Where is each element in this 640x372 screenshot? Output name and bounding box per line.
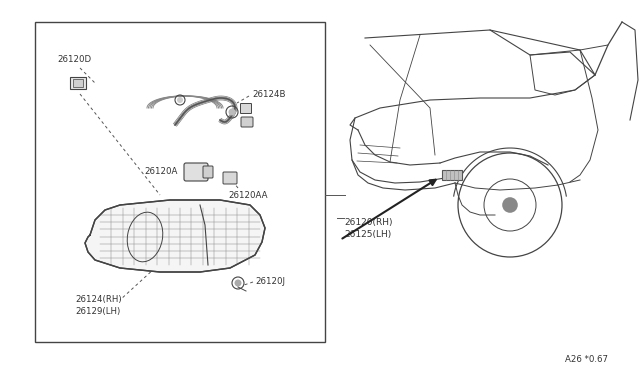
- Bar: [35, 22, 325, 342]
- Polygon shape: [85, 200, 265, 272]
- Text: A26 *0.67: A26 *0.67: [565, 355, 608, 364]
- FancyBboxPatch shape: [241, 117, 253, 127]
- Circle shape: [228, 109, 236, 115]
- FancyBboxPatch shape: [73, 79, 83, 87]
- Text: 26120J: 26120J: [255, 277, 285, 286]
- FancyBboxPatch shape: [442, 170, 462, 180]
- Circle shape: [234, 279, 241, 286]
- Text: 26124(RH): 26124(RH): [75, 295, 122, 304]
- FancyBboxPatch shape: [70, 77, 86, 89]
- FancyBboxPatch shape: [184, 163, 208, 181]
- Text: 26125(LH): 26125(LH): [344, 230, 391, 239]
- Circle shape: [502, 197, 518, 213]
- Text: 26120A: 26120A: [144, 167, 177, 176]
- Text: 26129(LH): 26129(LH): [75, 307, 120, 316]
- Text: 26120(RH): 26120(RH): [344, 218, 392, 227]
- Text: 26124B: 26124B: [252, 90, 285, 99]
- Circle shape: [177, 97, 183, 103]
- FancyBboxPatch shape: [241, 103, 252, 113]
- FancyBboxPatch shape: [223, 172, 237, 184]
- Text: 26120D: 26120D: [57, 55, 91, 64]
- Text: 26120AA: 26120AA: [228, 191, 268, 200]
- FancyBboxPatch shape: [203, 166, 213, 178]
